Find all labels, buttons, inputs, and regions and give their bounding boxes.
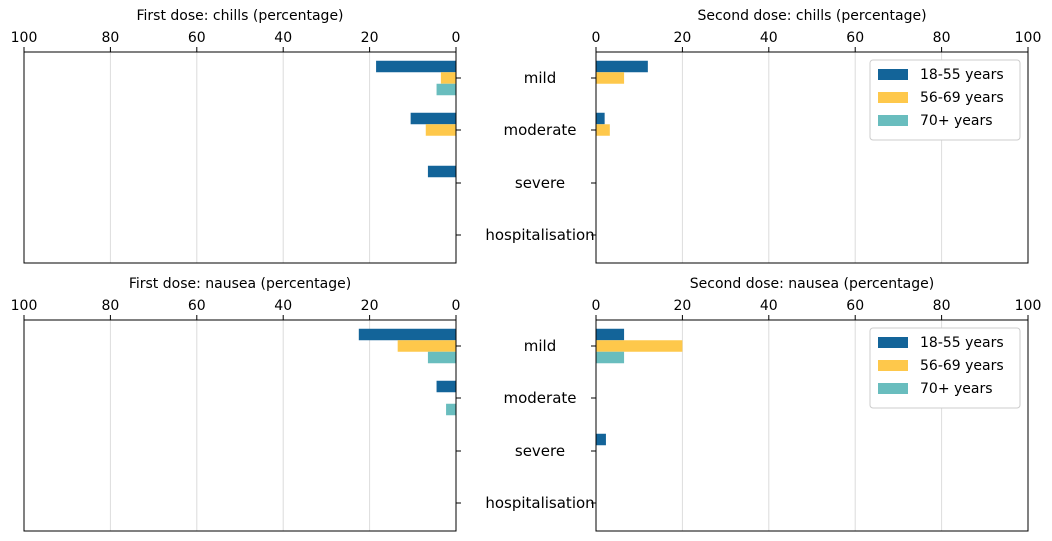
legend-swatch	[878, 69, 908, 80]
panel-1: 100 80 60 40 20 0 First dose: chills (percenta…	[11, 8, 461, 264]
tick-label: 0	[592, 298, 601, 314]
bar	[358, 328, 456, 341]
legend-label: 18-55 years	[920, 67, 1004, 83]
panel-3: 100 80 60 40 20 0 First dose: nausea (percenta…	[11, 276, 461, 532]
legend-label: 18-55 years	[920, 335, 1004, 351]
bar	[446, 403, 456, 416]
tick-label: 40	[274, 30, 292, 46]
tick-label: 20	[673, 298, 691, 314]
panel-2: 0 20 40 60 80 100 Second dose: chills (percent…	[485, 8, 1042, 264]
legend: 18-55 years 56-69 years 70+ years	[869, 327, 1021, 409]
legend-label: 56-69 years	[920, 358, 1004, 374]
tick-label: 20	[361, 30, 379, 46]
legend-swatch	[878, 115, 908, 126]
panel-title: First dose: chills (percentage)	[136, 8, 343, 24]
panel-title: Second dose: chills (percentage)	[697, 8, 926, 24]
category-label: moderate	[503, 121, 576, 139]
tick-label: 80	[101, 298, 119, 314]
legend-swatch	[878, 92, 908, 103]
bar	[436, 380, 456, 393]
tick-label: 20	[673, 30, 691, 46]
category-label: hospitalisation	[485, 226, 594, 244]
bar	[596, 60, 648, 73]
legend-label: 70+ years	[920, 381, 993, 397]
category-label: severe	[515, 442, 565, 460]
bar	[427, 351, 456, 364]
category-label: moderate	[503, 389, 576, 407]
tick-label: 0	[452, 298, 461, 314]
tick-label: 60	[846, 298, 864, 314]
category-label: severe	[515, 174, 565, 192]
tick-label: 80	[933, 298, 951, 314]
bar	[410, 112, 456, 125]
bar	[596, 433, 606, 446]
bar	[596, 328, 625, 341]
bar	[397, 340, 456, 352]
legend-swatch	[878, 337, 908, 348]
panel-4: 0 20 40 60 80 100 Second dose: nausea (percent…	[485, 276, 1042, 532]
category-label: mild	[524, 69, 556, 87]
bar	[376, 60, 456, 73]
legend-label: 56-69 years	[920, 90, 1004, 106]
legend: 18-55 years 56-69 years 70+ years	[869, 59, 1021, 141]
legend-label: 70+ years	[920, 113, 993, 129]
axes-frame	[595, 51, 1029, 264]
bar	[596, 340, 683, 352]
axes-frame	[23, 51, 457, 264]
tick-label: 100	[1015, 298, 1042, 314]
panel-title: Second dose: nausea (percentage)	[690, 276, 934, 292]
bar	[596, 112, 605, 125]
tick-label: 60	[846, 30, 864, 46]
bar	[596, 72, 625, 84]
bar	[425, 124, 456, 136]
tick-label: 100	[1015, 30, 1042, 46]
tick-label: 60	[188, 30, 206, 46]
tick-label: 40	[274, 298, 292, 314]
tick-label: 80	[101, 30, 119, 46]
bar	[440, 72, 456, 84]
tick-label: 0	[452, 30, 461, 46]
tick-label: 100	[11, 30, 38, 46]
bar	[596, 124, 610, 136]
axes-frame	[23, 319, 457, 532]
tick-label: 100	[11, 298, 38, 314]
category-label: mild	[524, 337, 556, 355]
panel-title: First dose: nausea (percentage)	[129, 276, 351, 292]
tick-label: 40	[760, 298, 778, 314]
legend-swatch	[878, 360, 908, 371]
category-label: hospitalisation	[485, 494, 594, 512]
axes-frame	[595, 319, 1029, 532]
tick-label: 60	[188, 298, 206, 314]
tick-label: 0	[592, 30, 601, 46]
tick-label: 20	[361, 298, 379, 314]
bar	[596, 351, 625, 364]
bar	[427, 165, 456, 178]
tick-label: 40	[760, 30, 778, 46]
bar	[436, 83, 456, 96]
legend-swatch	[878, 383, 908, 394]
tick-label: 80	[933, 30, 951, 46]
